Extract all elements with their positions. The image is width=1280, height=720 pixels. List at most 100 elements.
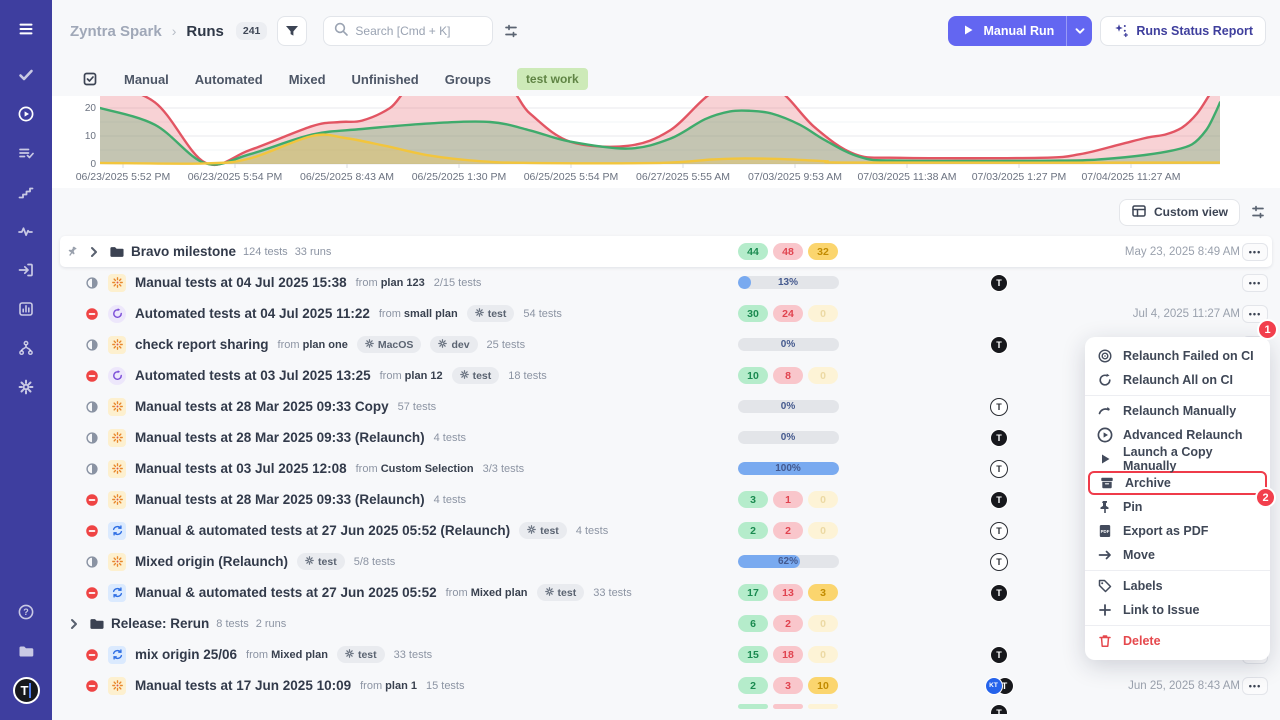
select-runs-icon[interactable]	[82, 71, 98, 87]
manual-run-button[interactable]: Manual Run	[948, 16, 1093, 46]
tag-pill[interactable]: test	[451, 367, 500, 384]
tag-pill[interactable]: dev	[430, 336, 478, 353]
run-date: May 23, 2025 8:49 AM	[1124, 245, 1240, 258]
menu-item-archive[interactable]: Archive	[1088, 471, 1267, 495]
tag-pill[interactable]: MacOS	[356, 336, 422, 353]
run-title[interactable]: Automated tests at 03 Jul 2025 13:25	[135, 368, 371, 383]
run-row[interactable]: Automated tests at 04 Jul 2025 11:22 from…	[60, 298, 1272, 329]
sidebar-item-help help-icon[interactable]: ?	[13, 599, 39, 625]
menu-item-delete[interactable]: Delete	[1085, 629, 1270, 653]
tag-pill[interactable]: test	[536, 584, 585, 601]
custom-view-button[interactable]: Custom view	[1118, 198, 1240, 226]
active-filter-tag[interactable]: test work	[516, 68, 588, 90]
run-plan-name[interactable]: plan 1	[385, 679, 417, 692]
run-title[interactable]: Manual & automated tests at 27 Jun 2025 …	[135, 585, 437, 600]
menu-item-export-as-pdf[interactable]: PDF Export as PDF	[1085, 519, 1270, 543]
sparkles-icon	[1113, 22, 1129, 41]
menu-item-advanced-relaunch[interactable]: Advanced Relaunch	[1085, 423, 1270, 447]
sidebar-item-menu hamburger-icon[interactable]	[13, 16, 39, 42]
run-title[interactable]: Mixed origin (Relaunch)	[135, 554, 289, 569]
menu-item-relaunch-manually[interactable]: Relaunch Manually	[1085, 399, 1270, 423]
expand-chevron-icon[interactable]	[86, 244, 102, 260]
menu-item-relaunch-all-on-ci[interactable]: Relaunch All on CI	[1085, 368, 1270, 392]
run-plan-name[interactable]: plan one	[302, 338, 348, 351]
run-plan-name[interactable]: small plan	[403, 307, 458, 320]
run-title[interactable]: Manual tests at 04 Jul 2025 15:38	[135, 275, 347, 290]
run-title[interactable]: Automated tests at 04 Jul 2025 11:22	[135, 306, 370, 321]
failed-count-badge: 48	[773, 243, 803, 260]
row-more-button[interactable]: •••	[1242, 273, 1268, 292]
run-row[interactable]: Mixed origin (Relaunch) test 5/8 tests 62% T…	[60, 546, 1272, 577]
tab-automated[interactable]: Automated	[194, 71, 263, 87]
sidebar-item-projects folder-icon[interactable]	[13, 638, 39, 664]
annotation-step-2: 2	[1255, 487, 1276, 508]
sidebar-item-import import-icon[interactable]	[13, 257, 39, 283]
run-status-half-icon	[85, 276, 99, 290]
expand-chevron-icon[interactable]	[66, 616, 82, 632]
menu-item-launch-a-copy-manually[interactable]: Launch a Copy Manually	[1085, 445, 1270, 473]
failed-count-badge: 18	[773, 646, 803, 663]
tab-unfinished[interactable]: Unfinished	[351, 71, 419, 87]
sidebar-item-reports report-icon[interactable]	[13, 296, 39, 322]
group-row[interactable]: Bravo milestone 124 tests 33 runs 44 48 32 May…	[60, 236, 1272, 267]
search-settings-icon[interactable]	[503, 23, 519, 39]
sidebar-item-suites list-check-icon[interactable]	[13, 140, 39, 166]
manual-run-dropdown[interactable]	[1066, 16, 1092, 46]
runs-status-report-button[interactable]: Runs Status Report	[1100, 16, 1266, 46]
run-title[interactable]: Manual tests at 03 Jul 2025 12:08	[135, 461, 347, 476]
breadcrumb-project[interactable]: Zyntra Spark	[70, 22, 162, 40]
row-more-button[interactable]: •••	[1242, 304, 1268, 323]
menu-item-move[interactable]: Move	[1085, 543, 1270, 567]
menu-item-pin[interactable]: Pin	[1085, 495, 1270, 519]
menu-item-relaunch-failed-on-ci[interactable]: Relaunch Failed on CI	[1085, 344, 1270, 368]
row-more-button[interactable]: •••	[1242, 242, 1268, 261]
tab-groups[interactable]: Groups	[444, 71, 491, 87]
avatar: T	[990, 335, 1008, 354]
sidebar-item-tests check-icon[interactable]	[13, 62, 39, 88]
tag-pill[interactable]: test	[336, 646, 385, 663]
sidebar-item-runs play-circle-icon[interactable]	[13, 101, 39, 127]
list-settings-icon[interactable]	[1250, 204, 1266, 220]
run-plan-name[interactable]: Mixed plan	[271, 648, 328, 661]
tag-pill[interactable]: test	[297, 553, 345, 570]
run-title[interactable]: Release: Rerun	[111, 616, 210, 631]
menu-item-labels[interactable]: Labels	[1085, 574, 1270, 598]
run-meta: 2 runs	[255, 617, 287, 630]
run-title[interactable]: Bravo milestone	[131, 244, 237, 259]
run-title[interactable]: check report sharing	[135, 337, 269, 352]
run-title[interactable]: Manual tests at 28 Mar 2025 09:33 (Relau…	[135, 492, 425, 507]
filter-button[interactable]	[277, 16, 308, 46]
gear-icon	[544, 586, 554, 599]
row-more-button[interactable]: •••	[1242, 676, 1268, 695]
run-title[interactable]: mix origin 25/06	[135, 647, 238, 662]
run-title[interactable]: Manual & automated tests at 27 Jun 2025 …	[135, 523, 511, 538]
manual-run-icon	[108, 273, 126, 292]
search-input[interactable]	[355, 24, 484, 38]
sidebar-item-steps stairs-icon[interactable]	[13, 179, 39, 205]
run-title[interactable]: Manual tests at 28 Mar 2025 09:33 Copy	[135, 399, 389, 414]
run-results	[737, 704, 839, 709]
tag-pill[interactable]: test	[519, 522, 567, 539]
sidebar-item-branches branch-icon[interactable]	[13, 335, 39, 361]
run-row[interactable]: Automated tests at 03 Jul 2025 13:25 from…	[60, 360, 1272, 391]
trash-icon	[1097, 633, 1113, 649]
tab-manual[interactable]: Manual	[124, 71, 169, 87]
menu-item-link-to-issue[interactable]: Link to Issue	[1085, 598, 1270, 622]
sidebar-item-pulse pulse-icon[interactable]	[13, 218, 39, 244]
run-row[interactable]: Manual & automated tests at 27 Jun 2025 …	[60, 577, 1272, 608]
row-main: Manual tests at 17 Jun 2025 10:09 from pl…	[60, 676, 465, 695]
tag-pill[interactable]: test	[466, 305, 515, 322]
run-row[interactable]: T	[60, 701, 1272, 714]
run-plan-name[interactable]: Custom Selection	[380, 462, 474, 475]
run-plan-name[interactable]: plan 12	[404, 369, 443, 382]
run-title[interactable]: Manual tests at 28 Mar 2025 09:33 (Relau…	[135, 430, 425, 445]
run-row[interactable]: Manual tests at 17 Jun 2025 10:09 from pl…	[60, 670, 1272, 701]
run-row[interactable]: Manual tests at 04 Jul 2025 15:38 from pl…	[60, 267, 1272, 298]
tab-mixed[interactable]: Mixed	[288, 71, 326, 87]
sidebar-item-settings gear-icon[interactable]	[13, 374, 39, 400]
run-plan-name[interactable]: Mixed plan	[470, 586, 528, 599]
run-row[interactable]: check report sharing from plan one MacOS de…	[60, 329, 1272, 360]
passed-count-badge: 17	[738, 584, 768, 601]
run-title[interactable]: Manual tests at 17 Jun 2025 10:09	[135, 678, 352, 693]
run-plan-name[interactable]: plan 123	[380, 276, 425, 289]
